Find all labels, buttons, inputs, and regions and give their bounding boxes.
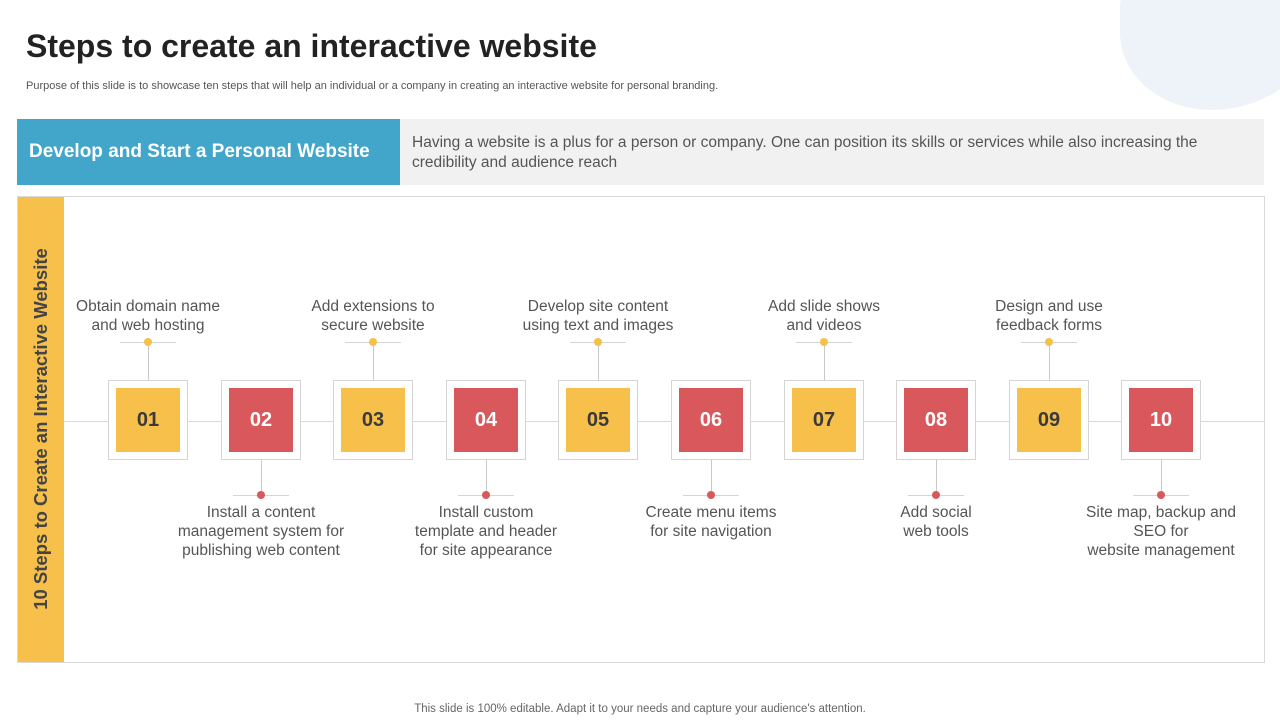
step-06-box: 06 bbox=[671, 380, 751, 460]
step-number: 10 bbox=[1129, 388, 1193, 452]
step-01-box: 01 bbox=[108, 380, 188, 460]
page-subtitle: Purpose of this slide is to showcase ten… bbox=[26, 80, 719, 92]
footer-note: This slide is 100% editable. Adapt it to… bbox=[414, 703, 866, 715]
connector-line bbox=[148, 342, 149, 380]
step-number: 07 bbox=[792, 388, 856, 452]
connector-dot bbox=[820, 338, 828, 346]
step-10-label: Site map, backup and SEO for website manag… bbox=[1086, 504, 1236, 559]
connector-line bbox=[1161, 460, 1162, 495]
connector-line bbox=[598, 342, 599, 380]
connector-dot bbox=[594, 338, 602, 346]
page-title: Steps to create an interactive website bbox=[26, 28, 597, 64]
step-03-label: Add extensions to secure website bbox=[311, 298, 435, 334]
connector-dot bbox=[144, 338, 152, 346]
timeline-line bbox=[64, 421, 1264, 422]
connector-dot bbox=[257, 491, 265, 499]
step-number: 08 bbox=[904, 388, 968, 452]
step-number: 01 bbox=[116, 388, 180, 452]
connector-line bbox=[711, 460, 712, 495]
step-04-box: 04 bbox=[446, 380, 526, 460]
step-09-label: Design and use feedback forms bbox=[995, 298, 1103, 334]
step-number: 04 bbox=[454, 388, 518, 452]
step-08-box: 08 bbox=[896, 380, 976, 460]
step-09-box: 09 bbox=[1009, 380, 1089, 460]
connector-line bbox=[936, 460, 937, 495]
sidebar-label-bar: 10 Steps to Create an Interactive Websit… bbox=[18, 197, 64, 662]
step-number: 09 bbox=[1017, 388, 1081, 452]
step-number: 02 bbox=[229, 388, 293, 452]
connector-line bbox=[824, 342, 825, 380]
connector-line bbox=[261, 460, 262, 495]
step-06-label: Create menu items for site navigation bbox=[645, 504, 777, 540]
connector-dot bbox=[932, 491, 940, 499]
banner-label: Develop and Start a Personal Website bbox=[17, 119, 400, 185]
step-03-box: 03 bbox=[333, 380, 413, 460]
connector-dot bbox=[1045, 338, 1053, 346]
background-decoration bbox=[1120, 0, 1280, 110]
step-number: 03 bbox=[341, 388, 405, 452]
step-04-label: Install custom template and header for sit… bbox=[414, 504, 558, 559]
step-number: 06 bbox=[679, 388, 743, 452]
step-05-box: 05 bbox=[558, 380, 638, 460]
banner-description: Having a website is a plus for a person … bbox=[412, 134, 1198, 171]
connector-dot bbox=[482, 491, 490, 499]
step-10-box: 10 bbox=[1121, 380, 1201, 460]
step-05-label: Develop site content using text and image… bbox=[522, 298, 674, 334]
step-07-box: 07 bbox=[784, 380, 864, 460]
step-01-label: Obtain domain name and web hosting bbox=[76, 298, 220, 334]
connector-dot bbox=[369, 338, 377, 346]
step-02-label: Install a content management system for pu… bbox=[177, 504, 345, 559]
step-08-label: Add social web tools bbox=[900, 504, 972, 540]
connector-dot bbox=[707, 491, 715, 499]
connector-dot bbox=[1157, 491, 1165, 499]
connector-line bbox=[486, 460, 487, 495]
step-number: 05 bbox=[566, 388, 630, 452]
connector-line bbox=[1049, 342, 1050, 380]
step-02-box: 02 bbox=[221, 380, 301, 460]
banner: Develop and Start a Personal Website Hav… bbox=[17, 119, 1264, 185]
sidebar-label: 10 Steps to Create an Interactive Websit… bbox=[30, 248, 51, 610]
step-07-label: Add slide shows and videos bbox=[767, 298, 880, 334]
connector-line bbox=[373, 342, 374, 380]
